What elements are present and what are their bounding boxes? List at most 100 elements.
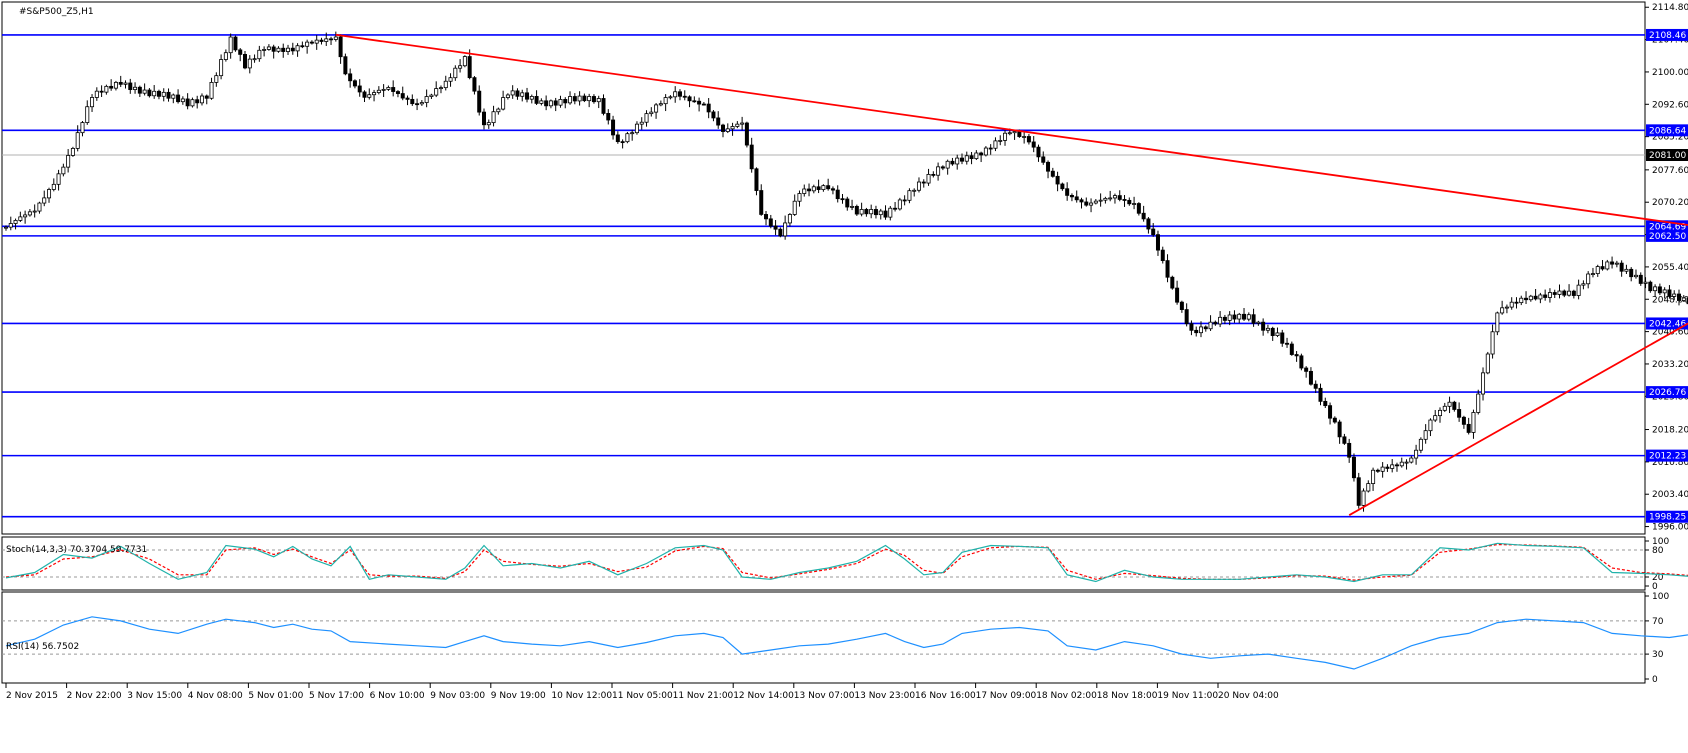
candle-body [94, 90, 99, 98]
candle-body [974, 152, 979, 160]
candle-body [1136, 203, 1141, 214]
candle-body [893, 207, 898, 210]
candle-body [1514, 301, 1519, 304]
candle-body [70, 148, 75, 156]
candle-body [1509, 301, 1514, 308]
candle-body [916, 181, 921, 191]
candle-body [544, 100, 549, 107]
candle-body [802, 188, 807, 194]
candle-body [8, 223, 13, 228]
candle-body [620, 141, 625, 144]
candle-body [1232, 314, 1237, 320]
current-price-tag [1646, 148, 1688, 161]
candle-body [902, 199, 907, 202]
candle-body [1189, 323, 1194, 331]
candle-body [204, 95, 209, 99]
candle-body [1624, 268, 1629, 272]
price-tick-label: 2092.60 [1652, 100, 1688, 110]
candle-body [1122, 199, 1127, 201]
candle-body [1662, 289, 1667, 294]
candle-body [348, 73, 353, 82]
level-price-tag [1646, 28, 1688, 41]
candle-body [438, 87, 443, 90]
candle-body [61, 166, 66, 175]
candle-body [721, 124, 726, 132]
main-price-panel[interactable]: 2114.802107.402100.002092.602085.202077.… [1, 1, 1688, 535]
candle-body [611, 119, 616, 136]
candle-body [1308, 370, 1313, 385]
trendline[interactable] [335, 33, 1688, 246]
candle-body [955, 157, 960, 165]
candle-body [778, 228, 783, 237]
candle-body [601, 98, 606, 114]
candle-body [1117, 195, 1122, 200]
candle-body [1265, 327, 1270, 331]
candle-body [27, 211, 32, 216]
candle-body [1552, 292, 1557, 295]
price-tick-label: 2055.40 [1652, 263, 1688, 273]
candle-body [548, 100, 553, 107]
time-tick-label: 2 Nov 2015 [6, 691, 58, 701]
candle-body [510, 90, 515, 96]
candle-body [1160, 249, 1165, 262]
candle-body [199, 95, 204, 104]
candle-body [525, 92, 530, 100]
candle-body [1590, 273, 1595, 275]
candle-body [424, 96, 429, 103]
candle-body [1155, 234, 1160, 251]
candle-body [807, 188, 812, 192]
candle-body [113, 81, 118, 89]
candle-body [921, 181, 926, 184]
candle-body [242, 54, 247, 69]
candle-body [587, 96, 592, 102]
candle-body [501, 97, 506, 110]
candle-body [496, 108, 501, 113]
candle-body [1633, 274, 1638, 278]
candle-body [634, 123, 639, 134]
candle-body [639, 121, 644, 125]
candle-body [47, 189, 52, 199]
candle-body [1394, 464, 1399, 467]
candle-body [56, 173, 61, 185]
candle-body [869, 209, 874, 215]
level-price-tag [1646, 124, 1688, 137]
candle-body [534, 96, 539, 104]
candle-body [1299, 355, 1304, 369]
candle-body [663, 97, 668, 105]
candle-body [1418, 438, 1423, 451]
candle-body [305, 41, 310, 47]
candle-body [1246, 314, 1251, 320]
candle-body [625, 133, 630, 143]
candle-body [716, 117, 721, 126]
candle-body [309, 41, 314, 44]
time-tick-label: 6 Nov 10:00 [370, 691, 425, 701]
candle-body [1050, 170, 1055, 177]
candle-body [99, 90, 104, 93]
candle-body [1261, 321, 1266, 331]
candle-body [1108, 197, 1113, 200]
candle-body [219, 59, 224, 77]
rsi-panel[interactable]: 100 70 30 0 [1, 591, 1688, 685]
candle-body [1007, 132, 1012, 135]
time-axis: 2 Nov 2015 2 Nov 22:00 3 Nov 15:00 4 Nov 08… [5, 683, 1279, 701]
candle-body [950, 160, 955, 165]
candle-body [1433, 415, 1438, 421]
candle-body [1375, 469, 1380, 472]
candle-body [1184, 309, 1189, 325]
candle-body [1677, 293, 1682, 301]
level-price-tag-label: 2108.46 [1649, 31, 1686, 41]
candle-body [319, 39, 324, 42]
candle-body [1581, 283, 1586, 286]
stoch-tick-label: 0 [1652, 582, 1658, 592]
candle-body [66, 155, 71, 168]
candle-body [1595, 266, 1600, 274]
candle-body [539, 100, 544, 104]
time-tick-label: 13 Nov 07:00 [794, 691, 855, 701]
trendline[interactable] [1348, 110, 1688, 516]
candle-body [381, 88, 386, 91]
time-tick-label: 4 Nov 08:00 [188, 691, 243, 701]
candle-body [725, 128, 730, 132]
candle-body [1165, 260, 1170, 278]
level-price-tag [1646, 386, 1688, 399]
